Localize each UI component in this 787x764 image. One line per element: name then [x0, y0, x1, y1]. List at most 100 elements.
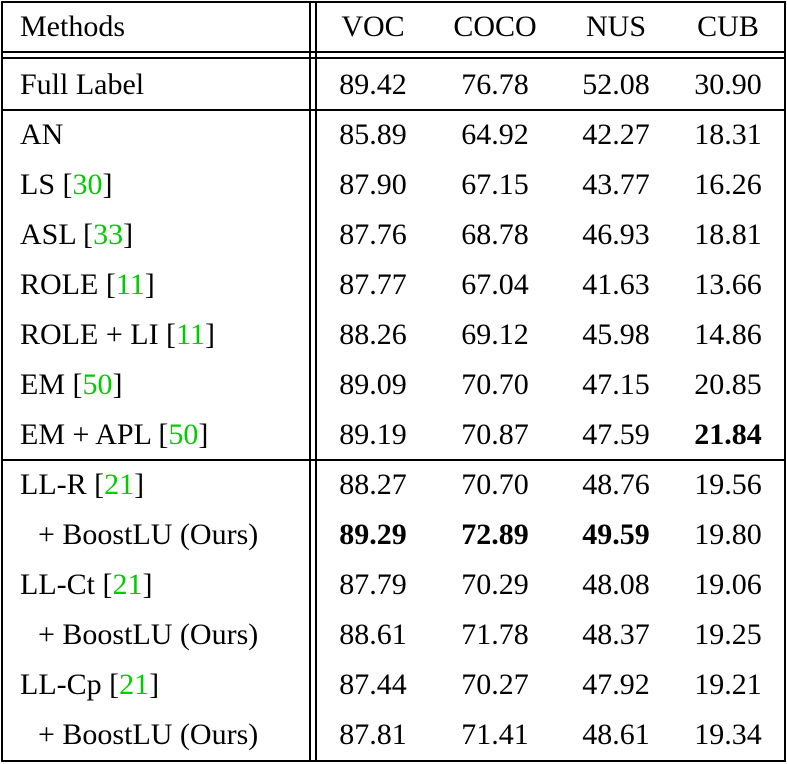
method-name: ] — [102, 168, 113, 201]
method-cell: LL-Ct [21] — [20, 560, 152, 610]
value-cell: 48.37 — [582, 618, 650, 651]
citation: 30 — [72, 168, 103, 201]
header-cell: COCO — [453, 10, 537, 43]
value-cell: 13.66 — [694, 268, 762, 301]
value-cell: 48.76 — [582, 468, 650, 501]
value-cell: 70.27 — [461, 668, 529, 701]
value-cell: 85.89 — [339, 118, 407, 151]
value-cell: 71.78 — [461, 618, 529, 651]
citation: 33 — [93, 218, 124, 251]
method-name: ] — [134, 468, 145, 501]
value-cell: 70.70 — [461, 368, 529, 401]
value-cell: 30.90 — [694, 68, 762, 101]
value-cell: 47.15 — [582, 368, 650, 401]
rule — [1, 57, 786, 59]
method-name: ] — [144, 268, 155, 301]
rule — [1, 109, 786, 111]
value-cell: 45.98 — [582, 318, 650, 351]
value-cell: 88.61 — [339, 618, 407, 651]
value-cell: 41.63 — [582, 268, 650, 301]
method-cell: + BoostLU (Ours) — [38, 710, 258, 760]
value-cell: 20.85 — [694, 368, 762, 401]
rule — [784, 1, 786, 762]
value-cell: 43.77 — [582, 168, 650, 201]
value-cell: 76.78 — [461, 68, 529, 101]
citation: 11 — [176, 318, 205, 351]
method-cell: ROLE [11] — [20, 260, 155, 310]
value-cell: 88.27 — [339, 468, 407, 501]
method-name: + BoostLU (Ours) — [38, 618, 259, 651]
rule — [315, 1, 317, 762]
method-name: EM [ — [20, 368, 83, 401]
method-name: AN — [20, 118, 64, 151]
value-cell: 19.21 — [694, 668, 762, 701]
method-name: LL-Cp [ — [20, 668, 120, 701]
value-cell: 70.70 — [461, 468, 529, 501]
citation: 21 — [104, 468, 135, 501]
value-cell: 87.79 — [339, 568, 407, 601]
citation: 11 — [115, 268, 145, 301]
method-name: LL-Ct [ — [20, 568, 113, 601]
method-name: + BoostLU (Ours) — [38, 518, 259, 551]
rule — [1, 51, 786, 53]
value-cell: 52.08 — [582, 68, 650, 101]
method-name: ] — [123, 218, 134, 251]
value-cell: 47.92 — [582, 668, 650, 701]
value-cell: 89.19 — [339, 418, 407, 451]
method-name: ROLE + LI [ — [20, 318, 177, 351]
header-cell: Methods — [20, 10, 125, 43]
value-cell: 87.77 — [339, 268, 407, 301]
method-cell: EM + APL [50] — [20, 410, 208, 460]
value-cell: 19.25 — [694, 618, 762, 651]
value-cell: 89.09 — [339, 368, 407, 401]
value-cell: 89.42 — [339, 68, 407, 101]
value-cell: 68.78 — [461, 218, 529, 251]
value-cell: 21.84 — [694, 418, 762, 451]
method-name: Full Label — [20, 68, 145, 101]
method-cell: Full Label — [20, 60, 144, 110]
value-cell: 87.76 — [339, 218, 407, 251]
rule — [1, 1, 3, 762]
value-cell: 19.80 — [694, 518, 762, 551]
value-cell: 87.44 — [339, 668, 407, 701]
method-name: EM + APL [ — [20, 418, 169, 451]
method-name: ] — [112, 368, 123, 401]
method-cell: LS [30] — [20, 160, 113, 210]
value-cell: 42.27 — [582, 118, 650, 151]
value-cell: 47.59 — [582, 418, 650, 451]
method-cell: EM [50] — [20, 360, 123, 410]
method-name: ] — [142, 568, 153, 601]
method-name: + BoostLU (Ours) — [38, 718, 259, 751]
method-name: LS [ — [20, 168, 73, 201]
value-cell: 67.04 — [461, 268, 529, 301]
value-cell: 72.89 — [461, 518, 529, 551]
value-cell: 89.29 — [339, 518, 407, 551]
method-name: LL-R [ — [20, 468, 105, 501]
value-cell: 87.81 — [339, 718, 407, 751]
value-cell: 88.26 — [339, 318, 407, 351]
value-cell: 48.08 — [582, 568, 650, 601]
citation: 50 — [82, 368, 113, 401]
method-name: ASL [ — [20, 218, 94, 251]
value-cell: 18.81 — [694, 218, 762, 251]
value-cell: 64.92 — [461, 118, 529, 151]
rule — [309, 1, 311, 762]
method-cell: AN — [20, 110, 63, 160]
value-cell: 46.93 — [582, 218, 650, 251]
value-cell: 71.41 — [461, 718, 529, 751]
header-cell: CUB — [697, 10, 759, 43]
citation: 21 — [119, 668, 150, 701]
method-cell: ASL [33] — [20, 210, 133, 260]
rule — [1, 1, 786, 3]
value-cell: 49.59 — [582, 518, 650, 551]
method-cell: + BoostLU (Ours) — [38, 510, 258, 560]
method-name: ] — [149, 668, 160, 701]
value-cell: 19.06 — [694, 568, 762, 601]
method-cell: ROLE + LI [11] — [20, 310, 215, 360]
citation: 21 — [112, 568, 143, 601]
value-cell: 16.26 — [694, 168, 762, 201]
method-cell: LL-Cp [21] — [20, 660, 159, 710]
value-cell: 70.87 — [461, 418, 529, 451]
header-cell: VOC — [341, 10, 405, 43]
method-cell: LL-R [21] — [20, 460, 144, 510]
